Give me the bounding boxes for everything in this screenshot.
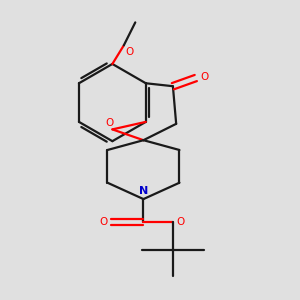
Text: O: O — [176, 217, 184, 227]
Text: N: N — [139, 187, 148, 196]
Text: O: O — [201, 72, 209, 82]
Text: O: O — [99, 217, 107, 227]
Text: O: O — [106, 118, 114, 128]
Text: O: O — [125, 47, 134, 57]
